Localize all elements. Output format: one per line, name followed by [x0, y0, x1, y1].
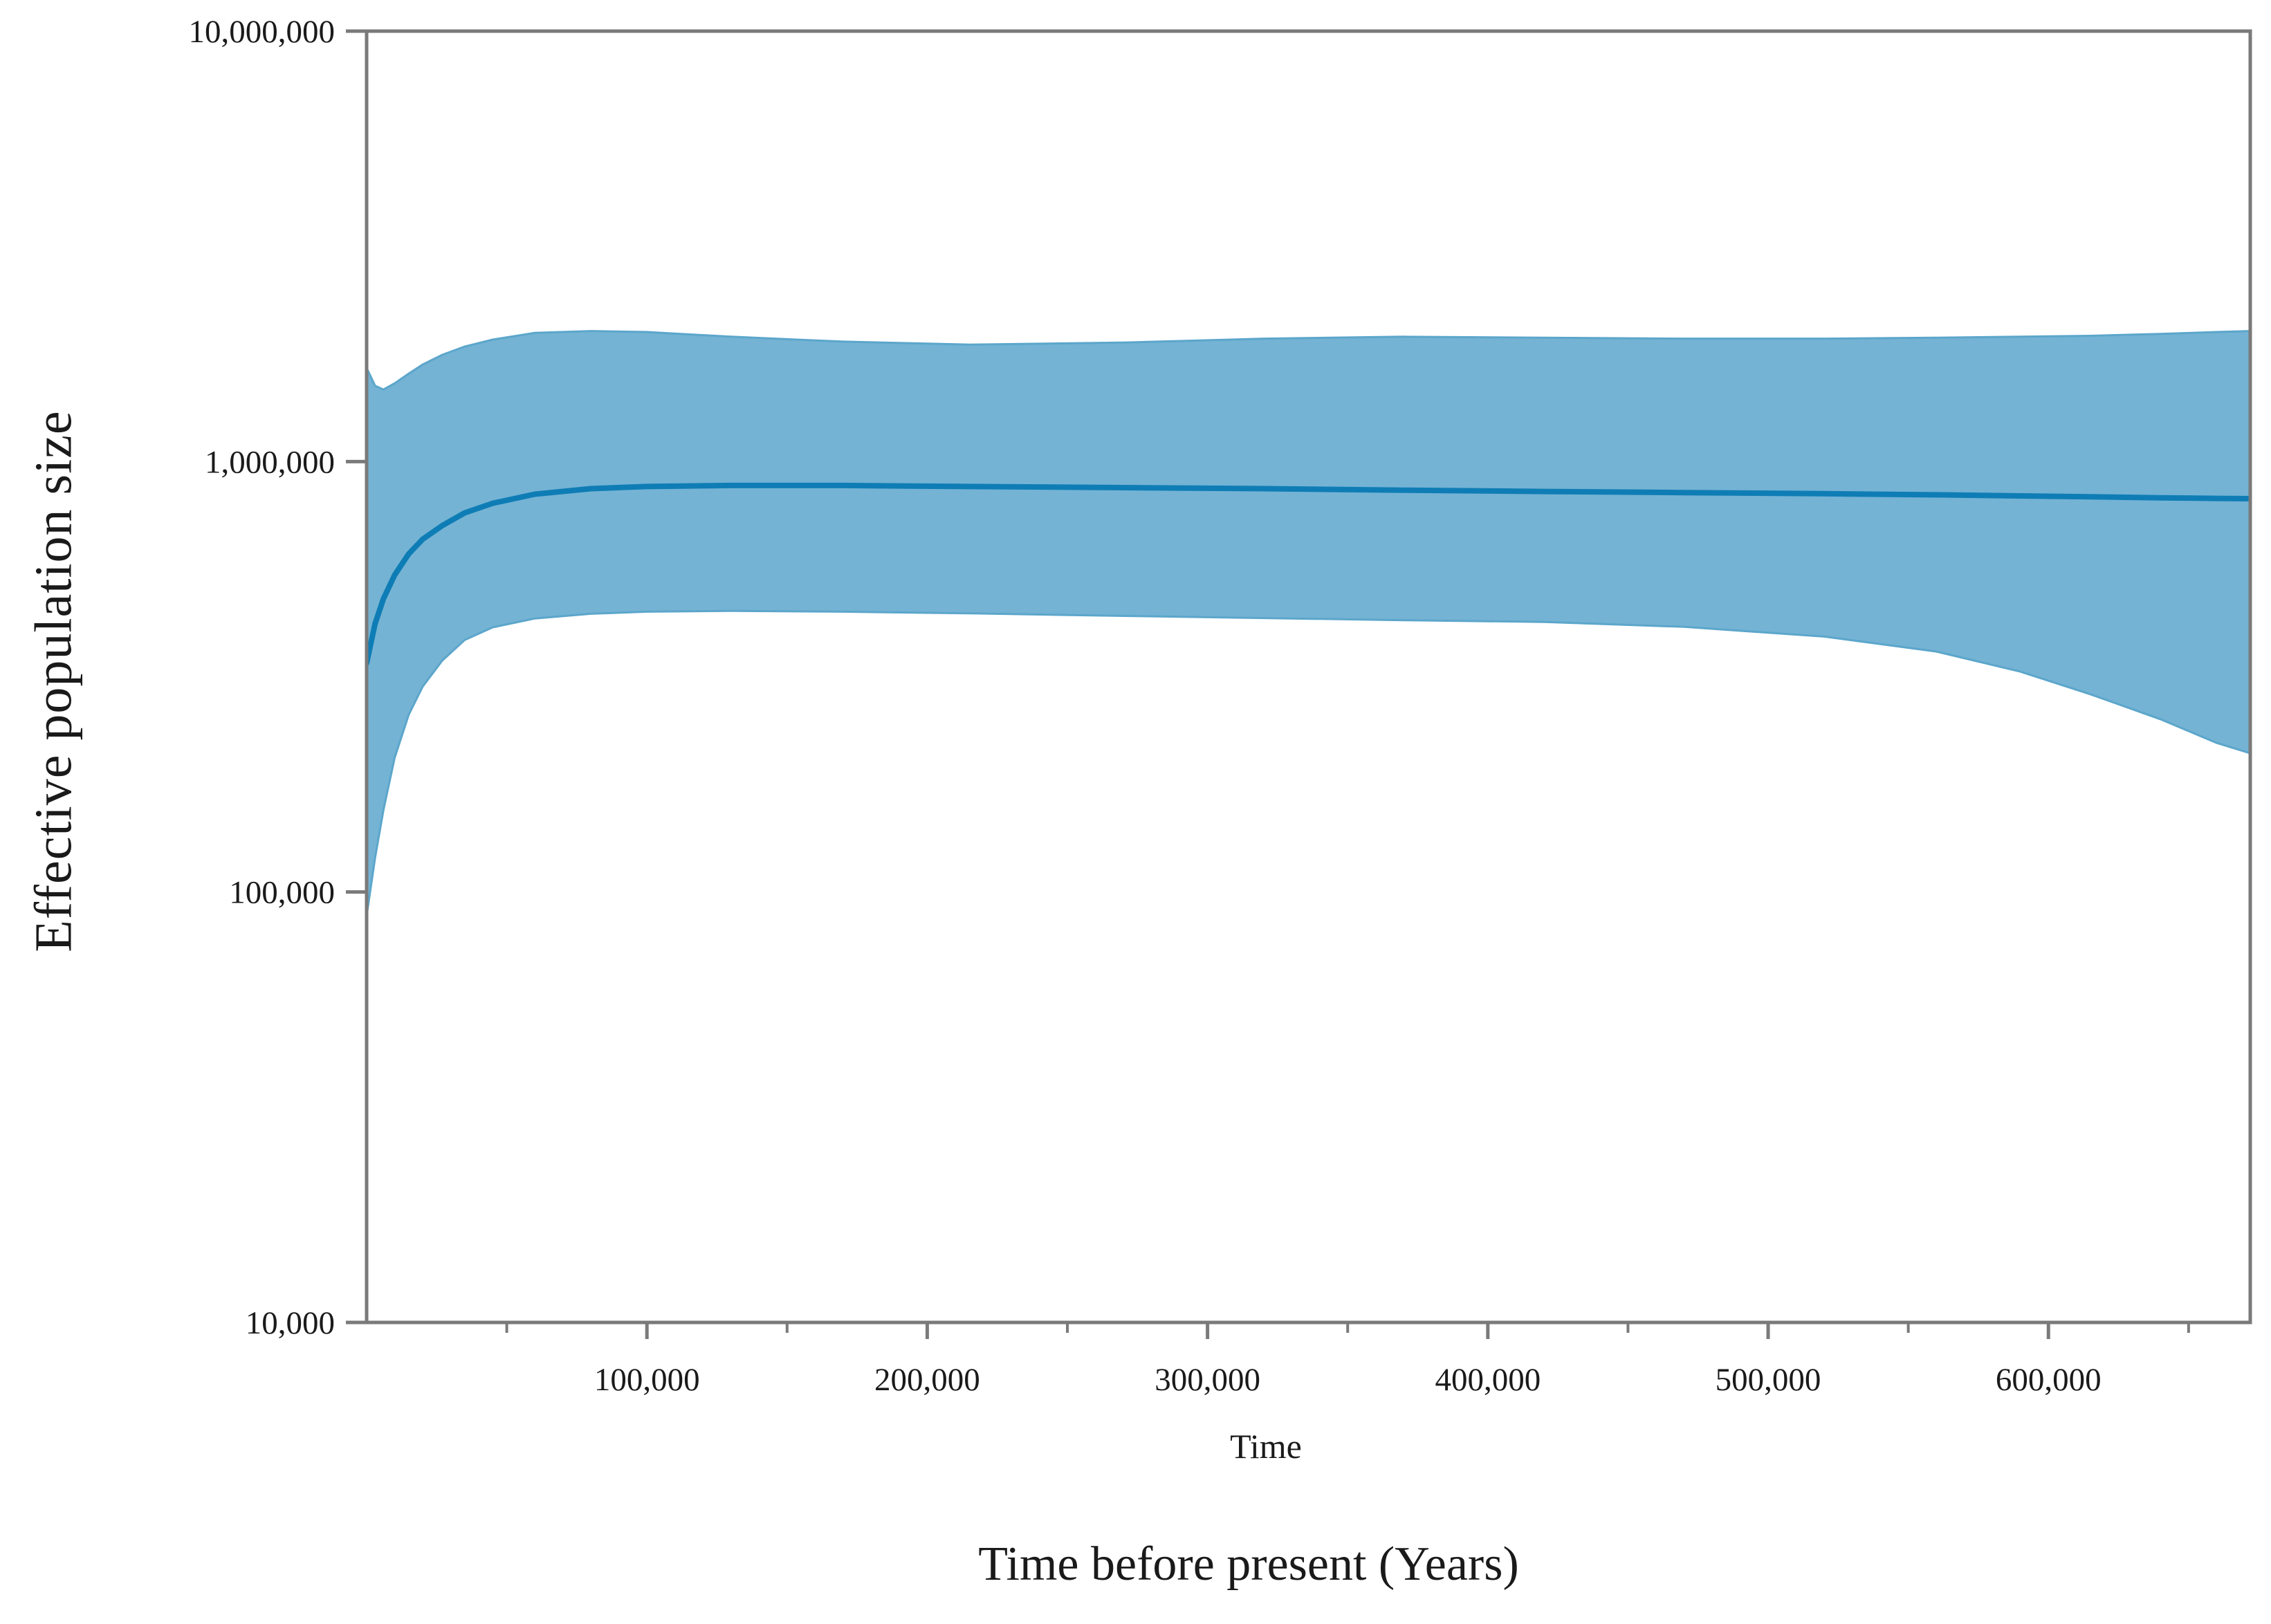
figure-caption: Time before present (Years): [978, 1538, 1519, 1591]
y-axis-title: Effective population size: [24, 410, 83, 952]
y-tick-label: 10,000,000: [189, 14, 335, 50]
y-tick-label: 10,000: [246, 1305, 335, 1341]
hpd-confidence-band: [367, 330, 2250, 916]
y-tick-label: 100,000: [229, 875, 335, 911]
x-tick-label: 200,000: [874, 1362, 980, 1398]
x-axis-title: Time: [1230, 1427, 1302, 1466]
x-tick-label: 600,000: [1996, 1362, 2102, 1398]
x-tick-label: 500,000: [1716, 1362, 1821, 1398]
plot-frame: [365, 29, 2252, 1325]
x-tick-label: 100,000: [594, 1362, 700, 1398]
x-tick-label: 300,000: [1155, 1362, 1260, 1398]
x-tick-label: 400,000: [1435, 1362, 1541, 1398]
median-line: [367, 482, 2250, 666]
y-tick-label: 1,000,000: [205, 444, 335, 480]
